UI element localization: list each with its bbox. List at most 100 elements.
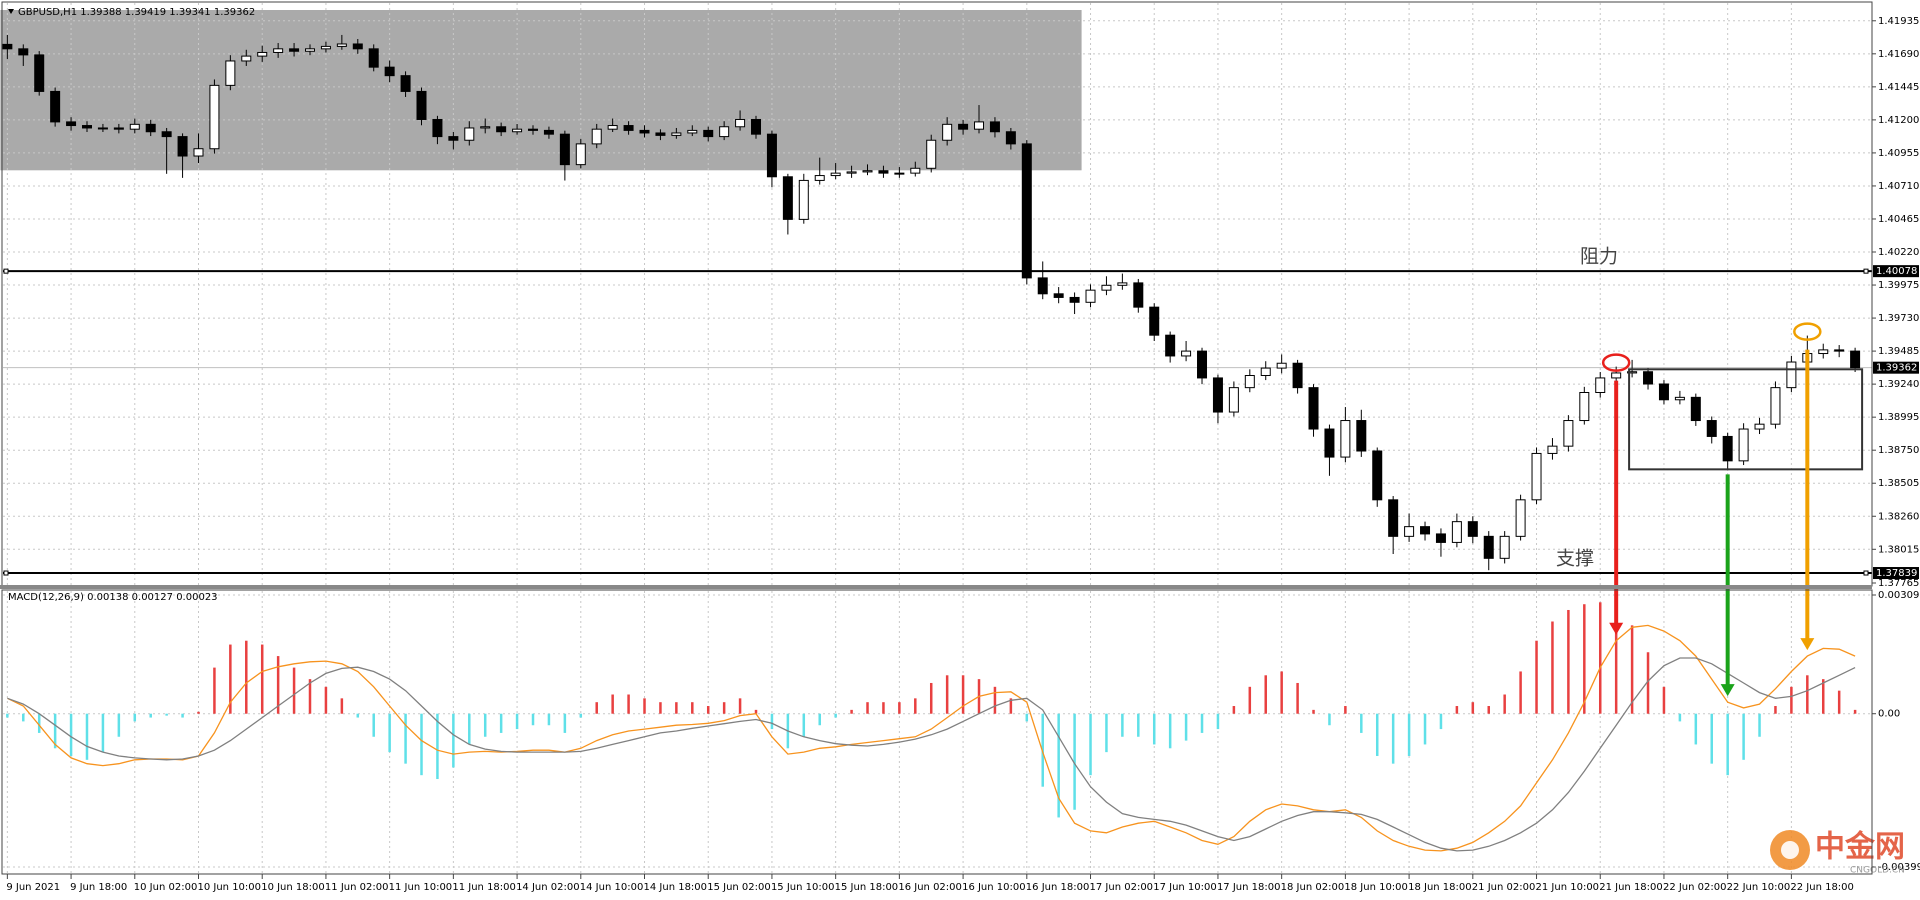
macd-histogram-bar xyxy=(1152,713,1156,745)
candle-body xyxy=(591,128,602,145)
level-price-box xyxy=(1873,265,1919,278)
x-tick-label: 18 Jun 10:00 xyxy=(1344,882,1408,893)
macd-histogram-bar xyxy=(1057,713,1060,818)
candle-body xyxy=(1149,306,1160,336)
macd-histogram-bar xyxy=(1471,702,1475,714)
candle-body xyxy=(687,129,698,134)
macd-histogram-bar xyxy=(1455,706,1459,714)
candle-body xyxy=(400,75,411,92)
macd-histogram-bar xyxy=(6,713,9,718)
candle-body xyxy=(1181,350,1192,357)
macd-histogram-bar xyxy=(1567,609,1570,714)
x-tick-label: 18 Jun 18:00 xyxy=(1408,882,1472,893)
x-tick-label: 9 Jun 2021 xyxy=(6,882,60,893)
macd-histogram-bar xyxy=(659,702,662,714)
candle-body xyxy=(1388,499,1399,537)
y-tick-label: 1.41445 xyxy=(1878,82,1919,93)
macd-histogram-bar xyxy=(1025,713,1029,722)
candle-body xyxy=(878,170,889,174)
x-tick-label: 22 Jun 10:00 xyxy=(1727,882,1791,893)
candle-body xyxy=(1117,282,1128,286)
candle-body xyxy=(623,125,634,131)
y-tick-label: -0.00399 xyxy=(1878,862,1920,873)
macd-histogram-bar xyxy=(722,702,726,714)
x-tick-label: 9 Jun 18:00 xyxy=(70,882,127,893)
x-tick-label: 17 Jun 10:00 xyxy=(1153,882,1217,893)
macd-histogram-bar xyxy=(1503,694,1506,714)
candle-body xyxy=(368,48,379,68)
macd-histogram-bar xyxy=(85,713,89,760)
macd-histogram-bar xyxy=(929,682,933,714)
candle-body xyxy=(1834,349,1845,352)
candle-body xyxy=(1133,282,1144,308)
candle-body xyxy=(1786,361,1797,389)
macd-histogram-bar xyxy=(276,656,280,714)
macd-histogram-bar xyxy=(1137,713,1140,737)
candle-body xyxy=(305,48,316,52)
macd-histogram-bar xyxy=(1423,713,1427,745)
macd-histogram-bar xyxy=(1614,609,1618,714)
macd-histogram-bar xyxy=(1646,652,1650,714)
candle-body xyxy=(1324,428,1335,458)
y-tick-label: 1.41935 xyxy=(1878,16,1919,27)
macd-histogram-bar xyxy=(37,713,41,733)
candle-body xyxy=(528,128,539,131)
candle-body xyxy=(830,172,841,177)
macd-histogram-bar xyxy=(611,694,614,714)
candle-body xyxy=(846,171,857,174)
candle-body xyxy=(671,132,682,136)
macd-histogram-bar xyxy=(818,713,821,726)
y-tick-label: 1.40955 xyxy=(1878,148,1919,159)
x-tick-label: 11 Jun 02:00 xyxy=(325,882,389,893)
y-tick-label: 1.38015 xyxy=(1878,544,1919,555)
candle-body xyxy=(1818,349,1829,355)
candle-body xyxy=(1308,387,1319,430)
candle-body xyxy=(1212,377,1223,413)
chart-title: GBPUSD,H1 1.39388 1.39419 1.39341 1.3936… xyxy=(18,7,255,18)
candle-body xyxy=(798,179,809,220)
macd-histogram-bar xyxy=(324,686,328,714)
candle-body xyxy=(34,54,45,92)
candle-body xyxy=(1244,375,1255,389)
macd-histogram-bar xyxy=(468,713,471,745)
candle-body xyxy=(1722,435,1733,462)
candle-body xyxy=(1069,296,1080,303)
main-layer: 9 Jun 2021 9 Jun 18:00 10 Jun 02:00 10 Jun … xyxy=(2,16,1920,893)
macd-histogram-bar xyxy=(531,713,535,726)
candle-body xyxy=(782,176,793,220)
macd-histogram-bar xyxy=(1598,602,1602,714)
macd-histogram-bar xyxy=(1280,671,1283,714)
watermark-name: 中金网 xyxy=(1815,830,1905,865)
macd-histogram-bar xyxy=(627,694,630,714)
candle-body xyxy=(113,127,124,130)
macd-histogram-bar xyxy=(22,713,25,722)
candle-body xyxy=(1467,521,1478,537)
level-handle xyxy=(3,268,9,274)
arrow-head xyxy=(1800,638,1815,651)
candle-body xyxy=(289,48,300,52)
panel-separator xyxy=(0,585,1872,589)
candle-body xyxy=(1531,452,1542,501)
macd-histogram-bar xyxy=(691,702,694,714)
macd-line xyxy=(7,657,1856,852)
level-price-label: 1.37839 xyxy=(1876,568,1917,579)
menu-triangle xyxy=(8,9,14,14)
macd-histogram-bar xyxy=(1216,713,1220,730)
candle-body xyxy=(225,60,236,86)
x-tick-label: 10 Jun 10:00 xyxy=(197,882,261,893)
y-tick-label: 1.38260 xyxy=(1878,511,1919,522)
y-tick-label: 1.39975 xyxy=(1878,280,1919,291)
macd-histogram-bar xyxy=(1726,713,1729,776)
y-tick-label: 1.39240 xyxy=(1878,379,1919,390)
macd-histogram-bar xyxy=(69,713,73,756)
macd-histogram-bar xyxy=(866,702,869,714)
x-tick-label: 16 Jun 02:00 xyxy=(898,882,962,893)
candle-body xyxy=(161,131,172,138)
candle-body xyxy=(464,127,475,141)
candle-body xyxy=(655,132,666,136)
macd-histogram-bar xyxy=(308,679,312,714)
macd-histogram-bar xyxy=(117,713,121,737)
candle-body xyxy=(1595,377,1606,393)
